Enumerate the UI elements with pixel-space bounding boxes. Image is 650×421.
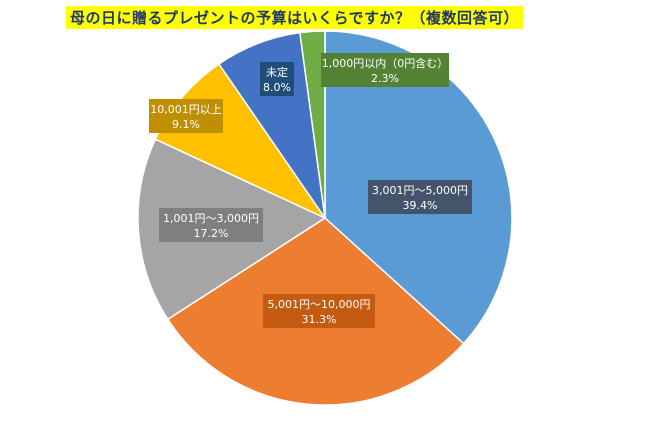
slice-label-box-0 <box>368 180 472 214</box>
slice-label-0: 3,001円～5,000円 39.4% <box>368 180 472 214</box>
slice-category-label-1: 5,001円～10,000円 <box>268 298 371 311</box>
slice-label-4: 未定 8.0% <box>260 62 294 96</box>
slice-label-3: 10,001円以上 9.1% <box>149 99 223 133</box>
slice-value-label-5: 2.3% <box>371 72 399 85</box>
slice-category-label-3: 10,001円以上 <box>150 103 222 116</box>
slice-value-label-2: 17.2% <box>194 227 229 240</box>
slice-label-box-4 <box>260 62 294 96</box>
slice-label-box-3 <box>149 99 223 133</box>
slice-label-1: 5,001円～10,000円 31.3% <box>263 294 375 328</box>
slice-value-label-0: 39.4% <box>403 199 438 212</box>
slice-label-box-1 <box>263 294 375 328</box>
pie-slice-5 <box>299 30 326 219</box>
slice-category-label-4: 未定 <box>266 65 288 79</box>
slice-label-5: 1,000円以内（0円含む） 2.3% <box>321 53 449 87</box>
slice-value-label-4: 8.0% <box>263 81 291 94</box>
slice-value-label-3: 9.1% <box>172 118 200 131</box>
slice-category-label-0: 3,001円～5,000円 <box>372 184 468 197</box>
slice-label-box-5 <box>321 53 449 87</box>
slice-label-box-2 <box>159 208 263 242</box>
slice-category-label-5: 1,000円以内（0円含む） <box>322 56 449 70</box>
slice-value-label-1: 31.3% <box>302 313 337 326</box>
slice-category-label-2: 1,001円～3,000円 <box>163 212 259 225</box>
chart-title: 母の日に贈るプレゼントの予算はいくらですか？（複数回答可） <box>66 6 524 29</box>
slice-label-2: 1,001円～3,000円 17.2% <box>159 208 263 242</box>
